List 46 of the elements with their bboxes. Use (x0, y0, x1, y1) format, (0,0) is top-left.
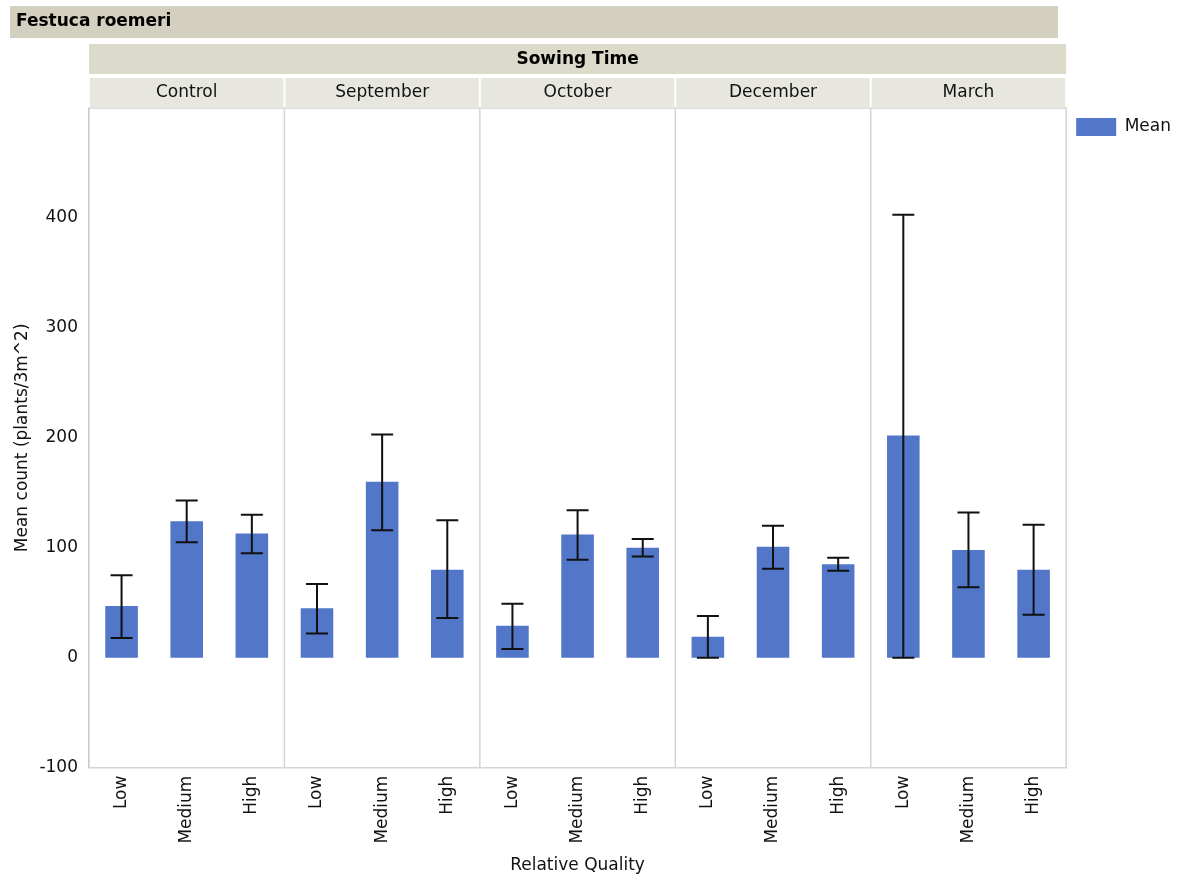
x-axis-title: Relative Quality (510, 854, 645, 875)
text: Control (155, 81, 218, 102)
bar (170, 521, 203, 658)
x-tick-label: Medium (956, 775, 977, 844)
y-tick-label: 200 (45, 426, 78, 447)
y-axis-title: Mean count (plants/3m^2) (10, 323, 31, 553)
x-tick-label: Medium (761, 775, 782, 844)
bar (431, 569, 464, 658)
bar (365, 481, 399, 658)
y-tick-label: 400 (45, 206, 78, 227)
y-tick-label: 100 (45, 536, 78, 557)
bar (756, 546, 790, 658)
bar (496, 625, 529, 658)
x-tick-label: Low (500, 775, 521, 810)
x-tick-label: High (240, 775, 261, 815)
bar (300, 608, 334, 658)
bar (626, 547, 660, 658)
text: December (728, 81, 818, 102)
bar (105, 606, 138, 658)
x-tick-label: Low (305, 775, 326, 810)
legend-label: Mean (1124, 115, 1172, 136)
text: September (335, 81, 430, 102)
x-tick-label: High (435, 775, 456, 815)
bar (235, 533, 269, 658)
chart-title: Festuca roemeri (16, 10, 172, 31)
x-tick-label: High (631, 775, 652, 815)
x-tick-label: Medium (566, 775, 586, 844)
text: October (543, 81, 612, 102)
y-tick-label: -100 (39, 756, 78, 777)
x-tick-label: High (1022, 775, 1043, 815)
y-tick-label: 0 (67, 646, 78, 667)
x-tick-label: Low (696, 775, 717, 810)
x-tick-label: Medium (370, 775, 391, 844)
x-tick-label: Low (109, 775, 130, 810)
y-tick-label: 300 (45, 316, 78, 337)
x-tick-label: Medium (175, 775, 196, 844)
bar (1017, 569, 1050, 658)
bar (952, 549, 985, 658)
bar (561, 534, 594, 658)
x-tick-label: High (826, 775, 847, 815)
x-tick-label: Low (891, 775, 912, 810)
text: Sowing Time (516, 48, 639, 69)
bar (691, 636, 725, 658)
bar (887, 435, 920, 658)
text: March (942, 81, 995, 102)
bar (821, 564, 855, 658)
